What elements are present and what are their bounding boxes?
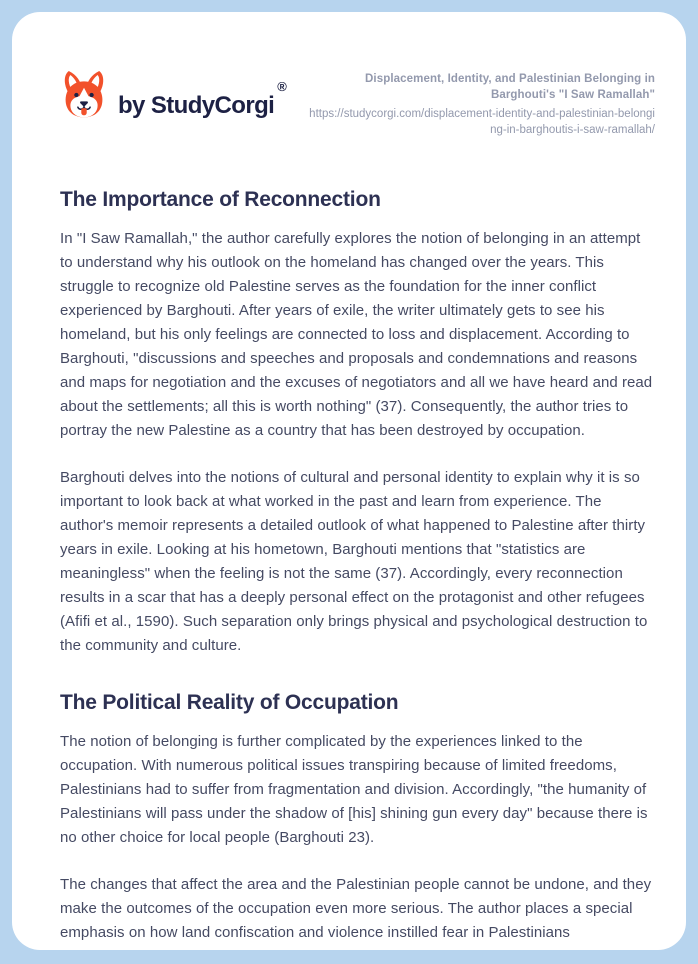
paragraph: The notion of belonging is further compl… — [60, 733, 648, 846]
document-meta: Displacement, Identity, and Palestinian … — [307, 68, 655, 138]
corgi-logo-icon — [60, 68, 108, 122]
paragraph: In "I Saw Ramallah," the author carefull… — [60, 230, 653, 439]
document-url-link[interactable]: https://studycorgi.com/displacement-iden… — [309, 108, 655, 136]
section-heading-importance-of-reconnection: The Importance of Reconnection — [60, 188, 381, 211]
paragraph: Barghouti delves into the notions of cul… — [60, 469, 648, 654]
paragraph: The changes that affect the area and the… — [60, 876, 652, 941]
brand-name: by StudyCorgi® — [118, 79, 287, 119]
document-header: by StudyCorgi® Displacement, Identity, a… — [60, 68, 655, 138]
studycorgi-brand: by StudyCorgi® — [60, 68, 287, 122]
essay-body: The Importance of Reconnection In "I Saw… — [60, 188, 655, 945]
registered-trademark: ® — [277, 79, 287, 94]
document-title: Displacement, Identity, and Palestinian … — [365, 73, 655, 101]
document-card: by StudyCorgi® Displacement, Identity, a… — [12, 12, 686, 950]
section-heading-political-reality-of-occupation: The Political Reality of Occupation — [60, 691, 399, 714]
